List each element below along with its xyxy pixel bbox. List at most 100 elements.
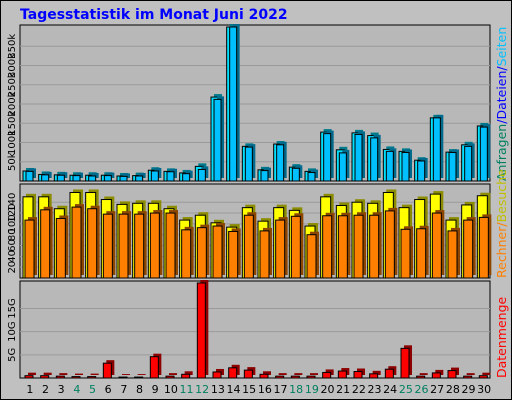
dateien-bar (72, 175, 81, 182)
side-labels: Anfragen/Dateien/SeitenRechner/BesucheDa… (494, 27, 509, 378)
y-tick-label: 140 (7, 193, 18, 212)
x-tick-label: 20 (321, 383, 335, 396)
x-tick-label: 27 (430, 383, 444, 396)
chart-panels: 50k100k150k200k250k300k350k2040608010012… (7, 24, 492, 379)
panel-3-background (19, 280, 491, 379)
x-tick-label: 5 (89, 383, 96, 396)
x-tick-label: 19 (305, 383, 319, 396)
x-tick-label: 2 (42, 383, 49, 396)
rechner-bar (478, 216, 489, 279)
rechner-bar (212, 225, 223, 279)
datenmenge-bar-shadow (310, 373, 318, 375)
x-tick-label: 10 (164, 383, 178, 396)
dateien-bar (41, 174, 50, 182)
x-axis-day-labels: 1 2 3 4 5 6 7 8 9 10 11 12 13 14 15 16 17 18 19 20 21 22 23 24 2… (26, 383, 491, 396)
x-tick-label: 9 (152, 383, 159, 396)
rechner-bar (447, 230, 458, 279)
datenmenge-bar (384, 368, 394, 379)
side-label-part: Dateien (494, 71, 509, 120)
y-tick-label: 200k (7, 91, 18, 116)
rechner-bar (40, 209, 51, 279)
dateien-bar (182, 173, 191, 182)
x-tick-label: 18 (289, 383, 303, 396)
side-label-middle: Rechner/Besuche (494, 169, 509, 278)
panel-3: 5G 10G 15G (7, 280, 491, 379)
dateien-bar (291, 167, 300, 182)
y-tick-label: 50k (7, 152, 18, 171)
x-tick-label: 24 (383, 383, 397, 396)
datenmenge-bar (196, 282, 206, 379)
dateien-bar (244, 146, 253, 182)
rechner-bar (24, 219, 35, 279)
datenmenge-bar (243, 369, 253, 379)
datenmenge-bar (447, 370, 457, 379)
x-tick-label: 1 (26, 383, 33, 396)
datenmenge-bar (369, 373, 379, 379)
dateien-bar (432, 117, 441, 182)
y-tick-label: 5G (7, 348, 18, 362)
rechner-bar (275, 219, 286, 279)
side-label-part: / (494, 119, 509, 124)
side-label-part: Besuche (494, 169, 509, 222)
dateien-bar (276, 144, 285, 182)
side-label-part: Anfragen (494, 124, 509, 181)
side-label-part: Rechner (494, 226, 509, 278)
y-tick-label: 80 (7, 228, 18, 241)
x-tick-label: 6 (105, 383, 112, 396)
x-tick-label: 21 (336, 383, 350, 396)
y-tick-label: 350k (7, 34, 18, 59)
datenmenge-bar-shadow (419, 373, 428, 375)
side-label-part: Datenmenge (494, 296, 509, 378)
dateien-bar (119, 175, 128, 182)
dateien-bar (448, 152, 457, 182)
dateien-bar (197, 168, 206, 182)
dateien-bar (88, 175, 97, 182)
x-tick-label: 14 (227, 383, 241, 396)
datenmenge-bar (181, 373, 191, 379)
rechner-bar (165, 212, 176, 279)
x-tick-label: 11 (180, 383, 194, 396)
datenmenge-bar (431, 372, 441, 379)
dateien-bar (213, 98, 222, 182)
datenmenge-bar-shadow (263, 371, 271, 375)
datenmenge-bar (306, 375, 316, 379)
dateien-bar (260, 170, 269, 182)
x-tick-label: 23 (368, 383, 382, 396)
datenmenge-bar-shadow (137, 374, 146, 375)
rechner-bar (416, 228, 427, 279)
datenmenge-bar-shadow (372, 370, 381, 375)
datenmenge-bar (228, 367, 238, 379)
datenmenge-bar (24, 375, 34, 379)
rechner-bar (400, 228, 411, 279)
datenmenge-bar (463, 375, 473, 379)
dateien-bar (229, 26, 238, 182)
x-tick-label: 25 (399, 383, 413, 396)
y-tick-label: 60 (7, 239, 18, 252)
dateien-bar (56, 174, 65, 182)
y-tick-label: 10G (7, 321, 18, 341)
side-label-bottom: Datenmenge (494, 296, 509, 378)
rechner-bar (71, 206, 82, 279)
chart-title: Tagesstatistik im Monat Juni 2022 (20, 7, 288, 23)
rechner-bar (353, 214, 364, 279)
dateien-bar (370, 137, 379, 182)
y-tick-label: 15G (7, 298, 18, 318)
datenmenge-bar-shadow (28, 372, 36, 375)
datenmenge-bar-shadow (184, 371, 193, 375)
side-label-part: Seiten (494, 27, 509, 67)
rechner-bar (463, 219, 474, 279)
side-label-part: / (494, 66, 509, 71)
y-tick-label: 100k (7, 130, 18, 155)
y-tick-label: 300k (7, 53, 18, 78)
y-tick-label: 20 (7, 261, 18, 274)
rechner-bar (306, 234, 317, 279)
side-label-part: / (494, 222, 509, 227)
x-tick-label: 3 (58, 383, 65, 396)
rechner-bar (196, 227, 207, 279)
dateien-bar (338, 152, 347, 182)
x-tick-label: 4 (73, 383, 80, 396)
y-tick-label: 100 (7, 214, 18, 233)
rechner-bar (228, 230, 239, 279)
dateien-bar (323, 133, 332, 182)
